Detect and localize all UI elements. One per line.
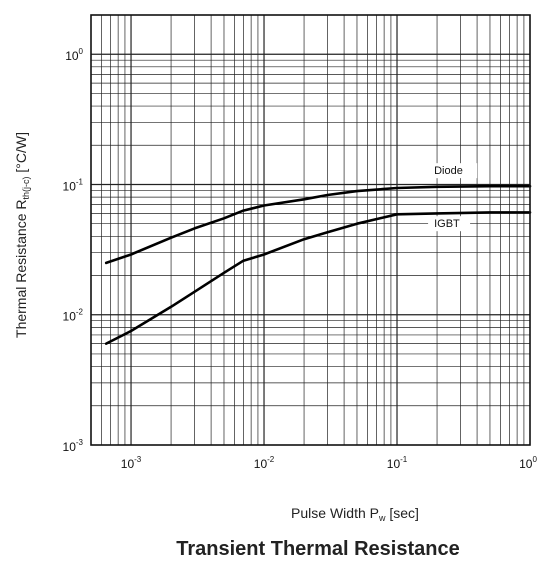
x-tick-label: 100 [519,455,537,471]
series-label-bg [428,163,478,179]
series-label-diode: Diode [434,165,463,177]
x-axis-title: Pulse Width Pw [sec] [291,505,419,523]
plot-frame [90,14,531,446]
chart-title: Transient Thermal Resistance [176,538,459,560]
y-axis-title: Thermal Resistance Rth(j-c) [°C/W] [13,132,31,338]
data-series: Diode IGBT [104,163,532,345]
series-label-bg [428,216,471,232]
y-tick-label: 100 [65,47,83,63]
series-label-igbt: IGBT [434,218,460,230]
grid [91,15,530,445]
y-tick-label: 10-3 [63,438,84,454]
tick-labels: 10-3 10-2 10-1 100 10-3 10-2 10-1 100 [63,47,538,471]
x-tick-label: 10-2 [254,455,275,471]
series-line-igbt [104,211,532,345]
x-tick-label: 10-1 [387,455,408,471]
series-line-diode [104,184,532,265]
y-tick-label: 10-1 [63,177,84,193]
y-tick-label: 10-2 [63,308,84,324]
x-tick-label: 10-3 [121,455,142,471]
